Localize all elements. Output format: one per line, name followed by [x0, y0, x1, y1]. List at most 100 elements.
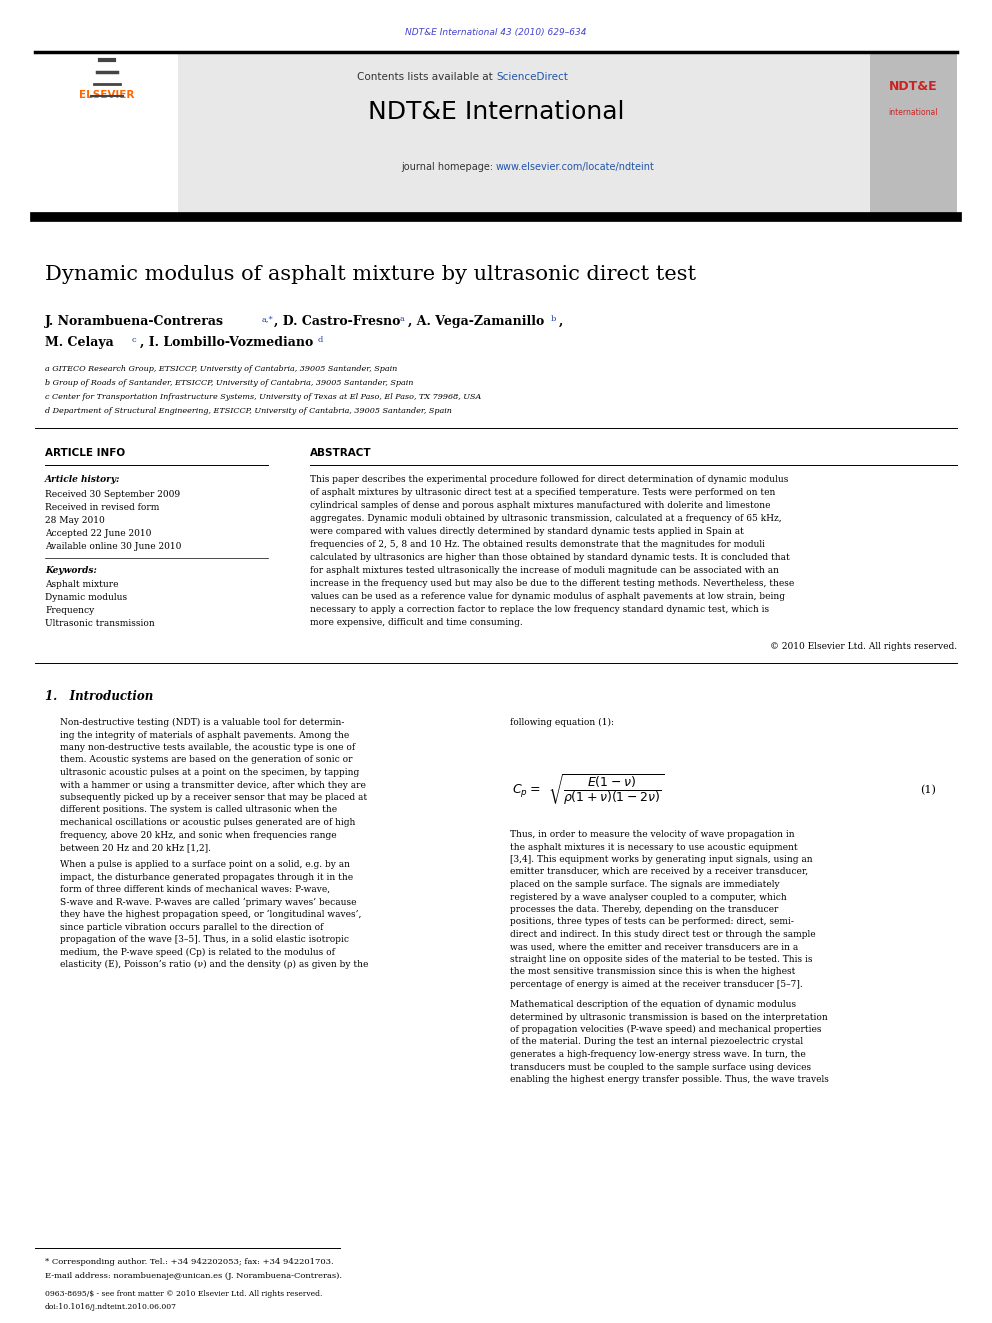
Text: Asphalt mixture: Asphalt mixture [45, 579, 118, 589]
Text: positions, three types of tests can be performed: direct, semi-: positions, three types of tests can be p… [510, 917, 794, 926]
Text: following equation (1):: following equation (1): [510, 718, 614, 728]
Text: the asphalt mixtures it is necessary to use acoustic equipment: the asphalt mixtures it is necessary to … [510, 843, 798, 852]
Text: J. Norambuena-Contreras: J. Norambuena-Contreras [45, 315, 224, 328]
Bar [870, 52, 957, 216]
Bar [35, 52, 178, 216]
Text: c: c [132, 336, 137, 344]
Text: d Department of Structural Engineering, ETSICCP, University of Cantabria, 39005 : d Department of Structural Engineering, … [45, 407, 452, 415]
Text: them. Acoustic systems are based on the generation of sonic or: them. Acoustic systems are based on the … [60, 755, 352, 765]
Text: ,: , [559, 315, 563, 328]
Text: transducers must be coupled to the sample surface using devices: transducers must be coupled to the sampl… [510, 1062, 811, 1072]
Text: NDT&E: NDT&E [889, 79, 937, 93]
Bar [35, 52, 870, 216]
Text: values can be used as a reference value for dynamic modulus of asphalt pavements: values can be used as a reference value … [310, 591, 785, 601]
Text: ELSEVIER: ELSEVIER [79, 90, 135, 101]
Text: increase in the frequency used but may also be due to the different testing meth: increase in the frequency used but may a… [310, 579, 795, 587]
Text: Contents lists available at: Contents lists available at [357, 71, 496, 82]
Text: they have the highest propagation speed, or ‘longitudinal waves’,: they have the highest propagation speed,… [60, 910, 361, 919]
Text: Received 30 September 2009: Received 30 September 2009 [45, 490, 181, 499]
Text: ABSTRACT: ABSTRACT [310, 448, 372, 458]
Text: Thus, in order to measure the velocity of wave propagation in: Thus, in order to measure the velocity o… [510, 830, 795, 839]
Text: registered by a wave analyser coupled to a computer, which: registered by a wave analyser coupled to… [510, 893, 787, 901]
Text: E-mail address: norambuenaje@unican.es (J. Norambuena-Contreras).: E-mail address: norambuenaje@unican.es (… [45, 1271, 342, 1279]
Text: NDT&E International 43 (2010) 629–634: NDT&E International 43 (2010) 629–634 [406, 28, 586, 37]
Text: Accepted 22 June 2010: Accepted 22 June 2010 [45, 529, 152, 538]
Text: subsequently picked up by a receiver sensor that may be placed at: subsequently picked up by a receiver sen… [60, 792, 367, 802]
Text: Mathematical description of the equation of dynamic modulus: Mathematical description of the equation… [510, 1000, 797, 1009]
Text: between 20 Hz and 20 kHz [1,2].: between 20 Hz and 20 kHz [1,2]. [60, 843, 211, 852]
Text: Received in revised form: Received in revised form [45, 503, 160, 512]
Text: were compared with values directly determined by standard dynamic tests applied : were compared with values directly deter… [310, 527, 744, 536]
Text: [3,4]. This equipment works by generating input signals, using an: [3,4]. This equipment works by generatin… [510, 855, 812, 864]
Text: © 2010 Elsevier Ltd. All rights reserved.: © 2010 Elsevier Ltd. All rights reserved… [770, 642, 957, 651]
Text: propagation of the wave [3–5]. Thus, in a solid elastic isotropic: propagation of the wave [3–5]. Thus, in … [60, 935, 349, 945]
Text: $\sqrt{\dfrac{E(1-\nu)}{\rho(1+\nu)(1-2\nu)}}$: $\sqrt{\dfrac{E(1-\nu)}{\rho(1+\nu)(1-2\… [548, 773, 664, 807]
Text: Non-destructive testing (NDT) is a valuable tool for determin-: Non-destructive testing (NDT) is a valua… [60, 718, 344, 728]
Text: journal homepage:: journal homepage: [401, 161, 496, 172]
Text: a,*: a,* [262, 315, 274, 323]
Text: percentage of energy is aimed at the receiver transducer [5–7].: percentage of energy is aimed at the rec… [510, 980, 803, 990]
Text: many non-destructive tests available, the acoustic type is one of: many non-destructive tests available, th… [60, 744, 355, 751]
Text: 0963-8695/$ - see front matter © 2010 Elsevier Ltd. All rights reserved.: 0963-8695/$ - see front matter © 2010 El… [45, 1290, 322, 1298]
Text: b: b [551, 315, 557, 323]
Text: 1.   Introduction: 1. Introduction [45, 691, 153, 703]
Text: elasticity (E), Poisson’s ratio (ν) and the density (ρ) as given by the: elasticity (E), Poisson’s ratio (ν) and … [60, 960, 368, 970]
Text: www.elsevier.com/locate/ndteint: www.elsevier.com/locate/ndteint [496, 161, 655, 172]
Text: Frequency: Frequency [45, 606, 94, 615]
Text: medium, the P-wave speed (Cp) is related to the modulus of: medium, the P-wave speed (Cp) is related… [60, 947, 335, 957]
Text: the most sensitive transmission since this is when the highest: the most sensitive transmission since th… [510, 967, 796, 976]
Text: necessary to apply a correction factor to replace the low frequency standard dyn: necessary to apply a correction factor t… [310, 605, 769, 614]
Text: Dynamic modulus of asphalt mixture by ultrasonic direct test: Dynamic modulus of asphalt mixture by ul… [45, 265, 696, 284]
Text: NDT&E International: NDT&E International [368, 101, 624, 124]
Text: $C_p=$: $C_p=$ [512, 782, 541, 799]
Text: frequencies of 2, 5, 8 and 10 Hz. The obtained results demonstrate that the magn: frequencies of 2, 5, 8 and 10 Hz. The ob… [310, 540, 765, 549]
Text: Article history:: Article history: [45, 475, 120, 484]
Text: , D. Castro-Fresno: , D. Castro-Fresno [274, 315, 401, 328]
Text: since particle vibration occurs parallel to the direction of: since particle vibration occurs parallel… [60, 922, 323, 931]
Text: international: international [888, 108, 937, 116]
Text: ultrasonic acoustic pulses at a point on the specimen, by tapping: ultrasonic acoustic pulses at a point on… [60, 767, 359, 777]
Text: When a pulse is applied to a surface point on a solid, e.g. by an: When a pulse is applied to a surface poi… [60, 860, 350, 869]
Text: d: d [318, 336, 323, 344]
Text: S-wave and R-wave. P-waves are called ‘primary waves’ because: S-wave and R-wave. P-waves are called ‘p… [60, 897, 356, 906]
Text: different positions. The system is called ultrasonic when the: different positions. The system is calle… [60, 806, 337, 815]
Text: with a hammer or using a transmitter device, after which they are: with a hammer or using a transmitter dev… [60, 781, 366, 790]
Text: more expensive, difficult and time consuming.: more expensive, difficult and time consu… [310, 618, 523, 627]
Text: of propagation velocities (P-wave speed) and mechanical properties: of propagation velocities (P-wave speed)… [510, 1025, 821, 1035]
Text: ScienceDirect: ScienceDirect [496, 71, 567, 82]
Text: form of three different kinds of mechanical waves: P-wave,: form of three different kinds of mechani… [60, 885, 330, 894]
Text: (1): (1) [920, 785, 935, 795]
Text: Keywords:: Keywords: [45, 566, 97, 576]
Text: cylindrical samples of dense and porous asphalt mixtures manufactured with doler: cylindrical samples of dense and porous … [310, 501, 771, 509]
Text: calculated by ultrasonics are higher than those obtained by standard dynamic tes: calculated by ultrasonics are higher tha… [310, 553, 790, 562]
Text: was used, where the emitter and receiver transducers are in a: was used, where the emitter and receiver… [510, 942, 799, 951]
Text: aggregates. Dynamic moduli obtained by ultrasonic transmission, calculated at a : aggregates. Dynamic moduli obtained by u… [310, 515, 782, 523]
Text: doi:10.1016/j.ndteint.2010.06.007: doi:10.1016/j.ndteint.2010.06.007 [45, 1303, 177, 1311]
Text: , I. Lombillo-Vozmediano: , I. Lombillo-Vozmediano [140, 336, 313, 349]
Text: impact, the disturbance generated propagates through it in the: impact, the disturbance generated propag… [60, 872, 353, 881]
Text: of the material. During the test an internal piezoelectric crystal: of the material. During the test an inte… [510, 1037, 804, 1046]
Text: enabling the highest energy transfer possible. Thus, the wave travels: enabling the highest energy transfer pos… [510, 1076, 829, 1084]
Text: placed on the sample surface. The signals are immediately: placed on the sample surface. The signal… [510, 880, 780, 889]
Text: straight line on opposite sides of the material to be tested. This is: straight line on opposite sides of the m… [510, 955, 812, 964]
Text: Available online 30 June 2010: Available online 30 June 2010 [45, 542, 182, 550]
Text: a GITECO Research Group, ETSICCP, University of Cantabria, 39005 Santander, Spai: a GITECO Research Group, ETSICCP, Univer… [45, 365, 397, 373]
Text: for asphalt mixtures tested ultrasonically the increase of moduli magnitude can : for asphalt mixtures tested ultrasonical… [310, 566, 779, 576]
Text: This paper describes the experimental procedure followed for direct determinatio: This paper describes the experimental pr… [310, 475, 789, 484]
Text: Ultrasonic transmission: Ultrasonic transmission [45, 619, 155, 628]
Text: b Group of Roads of Santander, ETSICCP, University of Cantabria, 39005 Santander: b Group of Roads of Santander, ETSICCP, … [45, 378, 414, 388]
Text: M. Celaya: M. Celaya [45, 336, 114, 349]
Text: processes the data. Thereby, depending on the transducer: processes the data. Thereby, depending o… [510, 905, 779, 914]
Text: 28 May 2010: 28 May 2010 [45, 516, 105, 525]
Text: , A. Vega-Zamanillo: , A. Vega-Zamanillo [408, 315, 545, 328]
Text: frequency, above 20 kHz, and sonic when frequencies range: frequency, above 20 kHz, and sonic when … [60, 831, 336, 840]
Text: direct and indirect. In this study direct test or through the sample: direct and indirect. In this study direc… [510, 930, 815, 939]
Text: mechanical oscillations or acoustic pulses generated are of high: mechanical oscillations or acoustic puls… [60, 818, 355, 827]
Text: generates a high-frequency low-energy stress wave. In turn, the: generates a high-frequency low-energy st… [510, 1050, 806, 1058]
Text: Dynamic modulus: Dynamic modulus [45, 593, 127, 602]
Text: of asphalt mixtures by ultrasonic direct test at a specified temperature. Tests : of asphalt mixtures by ultrasonic direct… [310, 488, 776, 497]
Text: ARTICLE INFO: ARTICLE INFO [45, 448, 125, 458]
Text: c Center for Transportation Infrastructure Systems, University of Texas at El Pa: c Center for Transportation Infrastructu… [45, 393, 481, 401]
Text: ing the integrity of materials of asphalt pavements. Among the: ing the integrity of materials of asphal… [60, 730, 349, 740]
Text: emitter transducer, which are received by a receiver transducer,: emitter transducer, which are received b… [510, 868, 808, 877]
